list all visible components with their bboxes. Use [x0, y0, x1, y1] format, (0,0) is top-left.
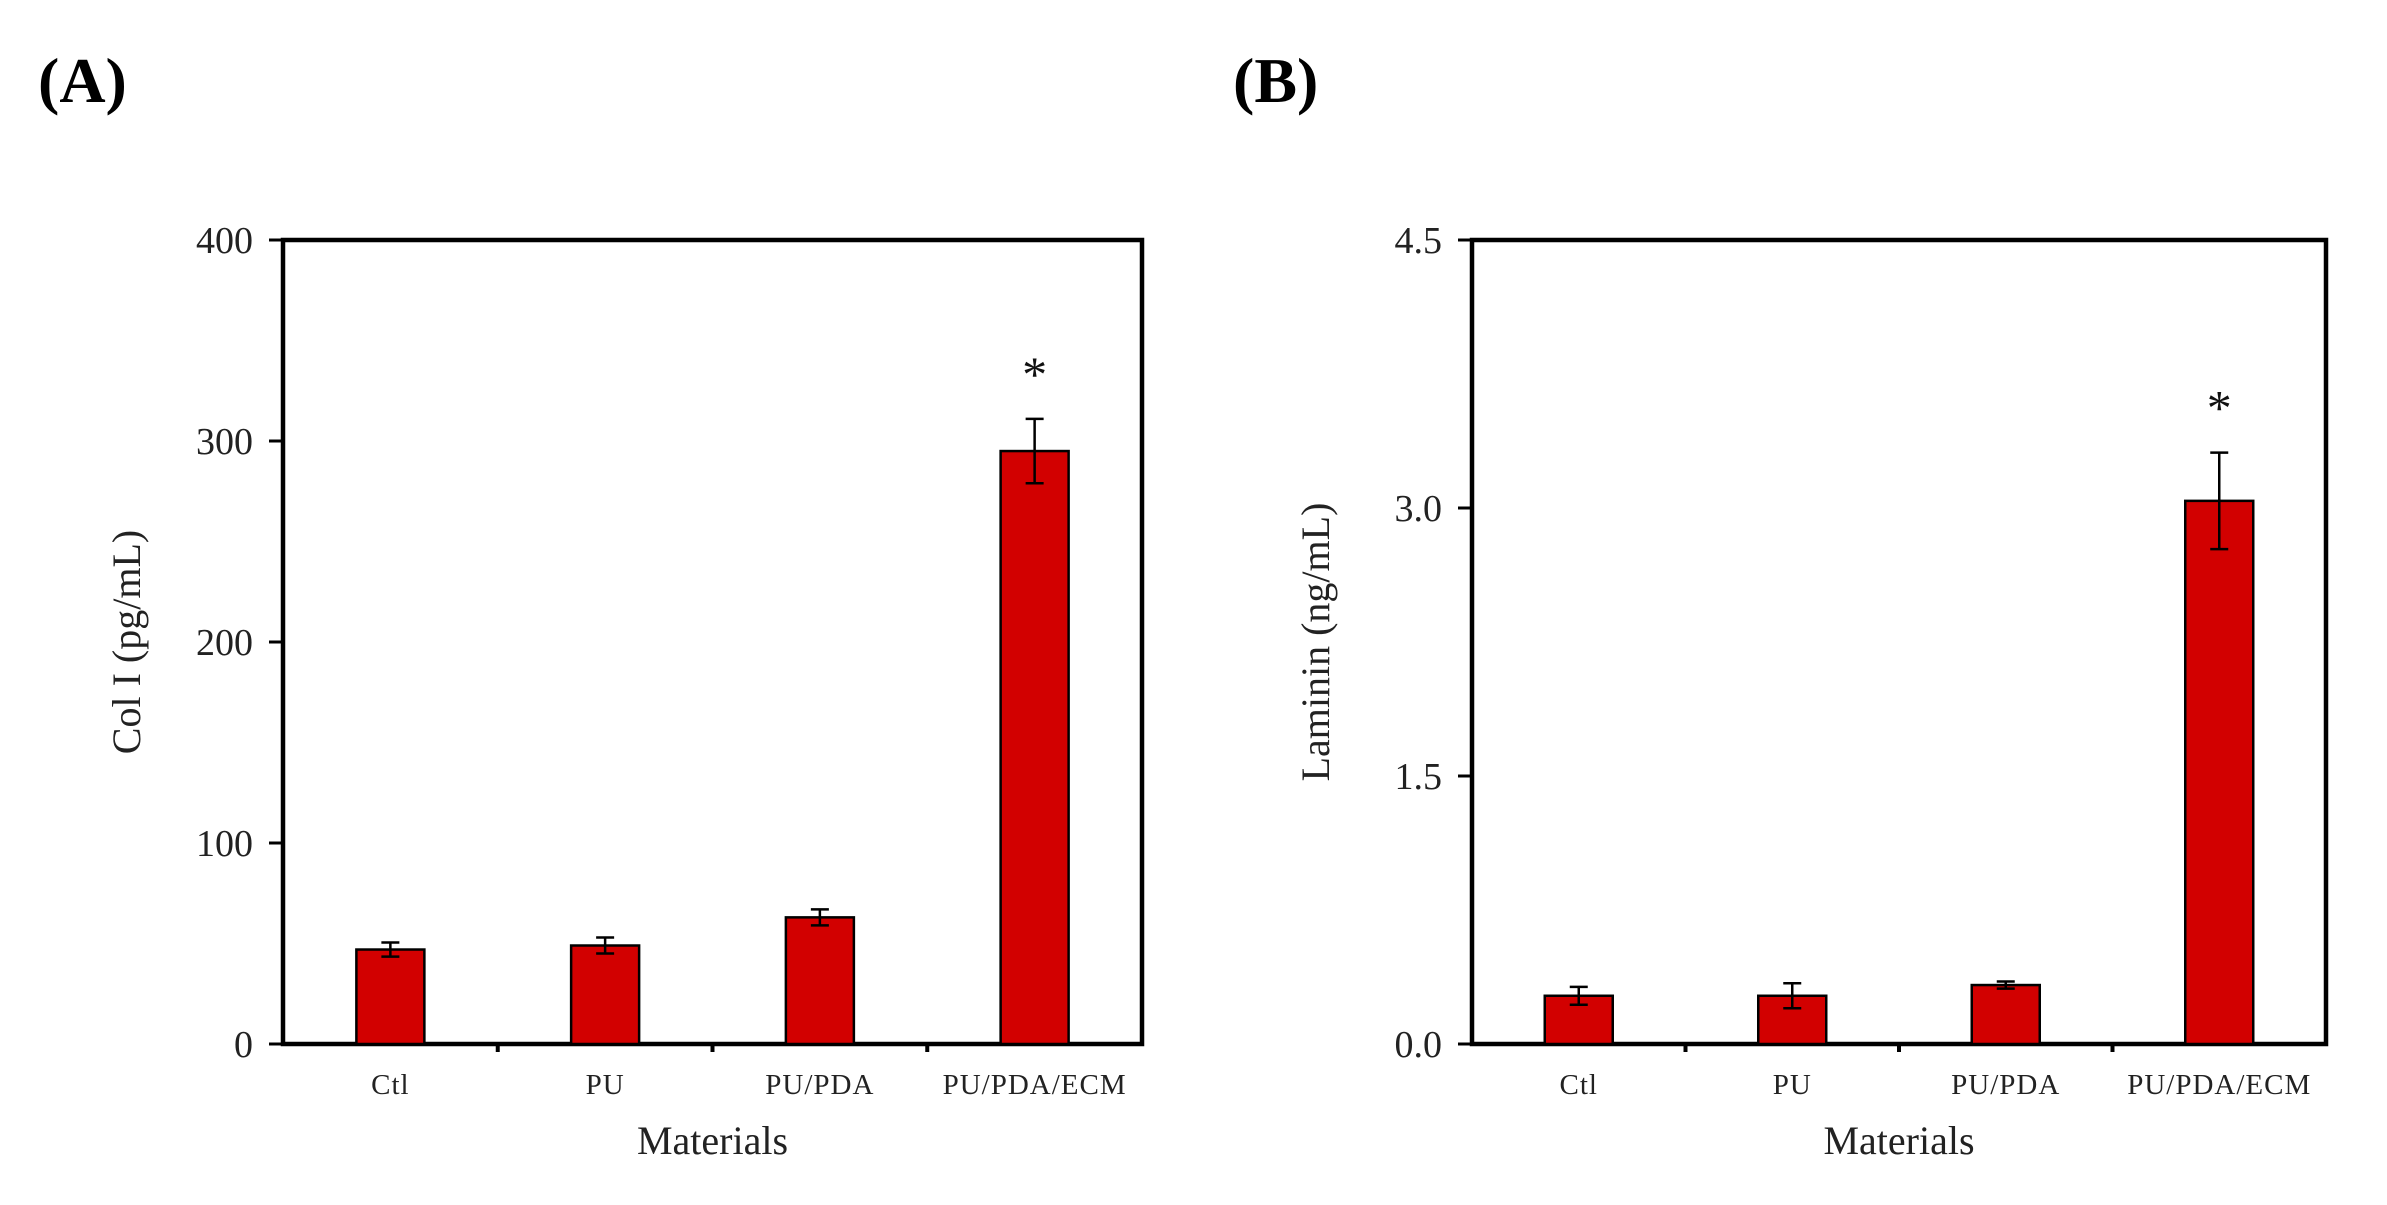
x-category-label: PU/PDA [765, 1069, 874, 1101]
x-category-label: PU [1773, 1069, 1812, 1101]
y-tick-label: 0 [234, 1024, 253, 1066]
error-bar [596, 936, 615, 955]
error-bar [2210, 451, 2229, 551]
x-category-label: Ctl [1560, 1069, 1598, 1101]
y-axis-title-b: Laminin (ng/mL) [1293, 503, 1338, 782]
bar-pu-pda [784, 916, 856, 1046]
bar-pu-pda-ecm [999, 449, 1070, 1046]
y-tick-label: 4.5 [1395, 220, 1443, 262]
y-tick-label: 200 [196, 622, 253, 664]
significance-marker: * [2207, 380, 2232, 436]
panel-label-b: (B) [1233, 45, 1318, 116]
error-bar [810, 908, 829, 927]
bar-ctl [355, 948, 426, 1046]
y-axis-b: 0.0 1.5 3.0 4.5 [1395, 220, 1472, 1066]
y-axis-a: 0 100 200 300 400 [196, 220, 283, 1066]
y-tick-label: 300 [196, 421, 253, 463]
x-category-label: PU/PDA/ECM [2127, 1069, 2311, 1101]
y-tick-label: 400 [196, 220, 253, 262]
y-axis-title-a: Col I (pg/mL) [104, 530, 149, 754]
x-axis-a: Ctl PU PU/PDA PU/PDA/ECM [371, 1044, 1127, 1101]
x-category-label: PU/PDA/ECM [943, 1069, 1127, 1101]
error-bar [1996, 980, 2015, 990]
x-category-label: PU/PDA [1951, 1069, 2060, 1101]
error-bar [381, 941, 400, 958]
bars-b: * [1543, 380, 2255, 1046]
error-bar [1783, 982, 1802, 1010]
error-bar [1025, 417, 1044, 485]
y-tick-label: 100 [196, 823, 253, 865]
bar-pu [569, 944, 641, 1046]
x-category-label: Ctl [371, 1069, 409, 1101]
bar-pu-pda-ecm [2184, 499, 2255, 1046]
y-tick-label: 0.0 [1395, 1024, 1443, 1066]
y-tick-label: 3.0 [1395, 488, 1443, 530]
x-axis-title-b: Materials [1823, 1118, 1974, 1163]
bar-pu-pda [1970, 983, 2041, 1046]
panel-a: (A) 0 100 200 300 400 * Ctl PU PU/PDA PU/PDA/EC… [38, 45, 1145, 1163]
y-tick-label: 1.5 [1395, 756, 1443, 798]
panel-label-a: (A) [38, 45, 127, 116]
panel-b: (B) 0.0 1.5 3.0 4.5 * Ctl PU PU/PDA PU/PDA/ECM… [1233, 45, 2329, 1163]
x-axis-title-a: Materials [637, 1118, 788, 1163]
x-category-label: PU [586, 1069, 625, 1101]
x-axis-b: Ctl PU PU/PDA PU/PDA/ECM [1560, 1044, 2311, 1101]
significance-marker: * [1022, 346, 1047, 402]
error-bar [1569, 985, 1588, 1006]
bars-a: * [355, 346, 1070, 1046]
